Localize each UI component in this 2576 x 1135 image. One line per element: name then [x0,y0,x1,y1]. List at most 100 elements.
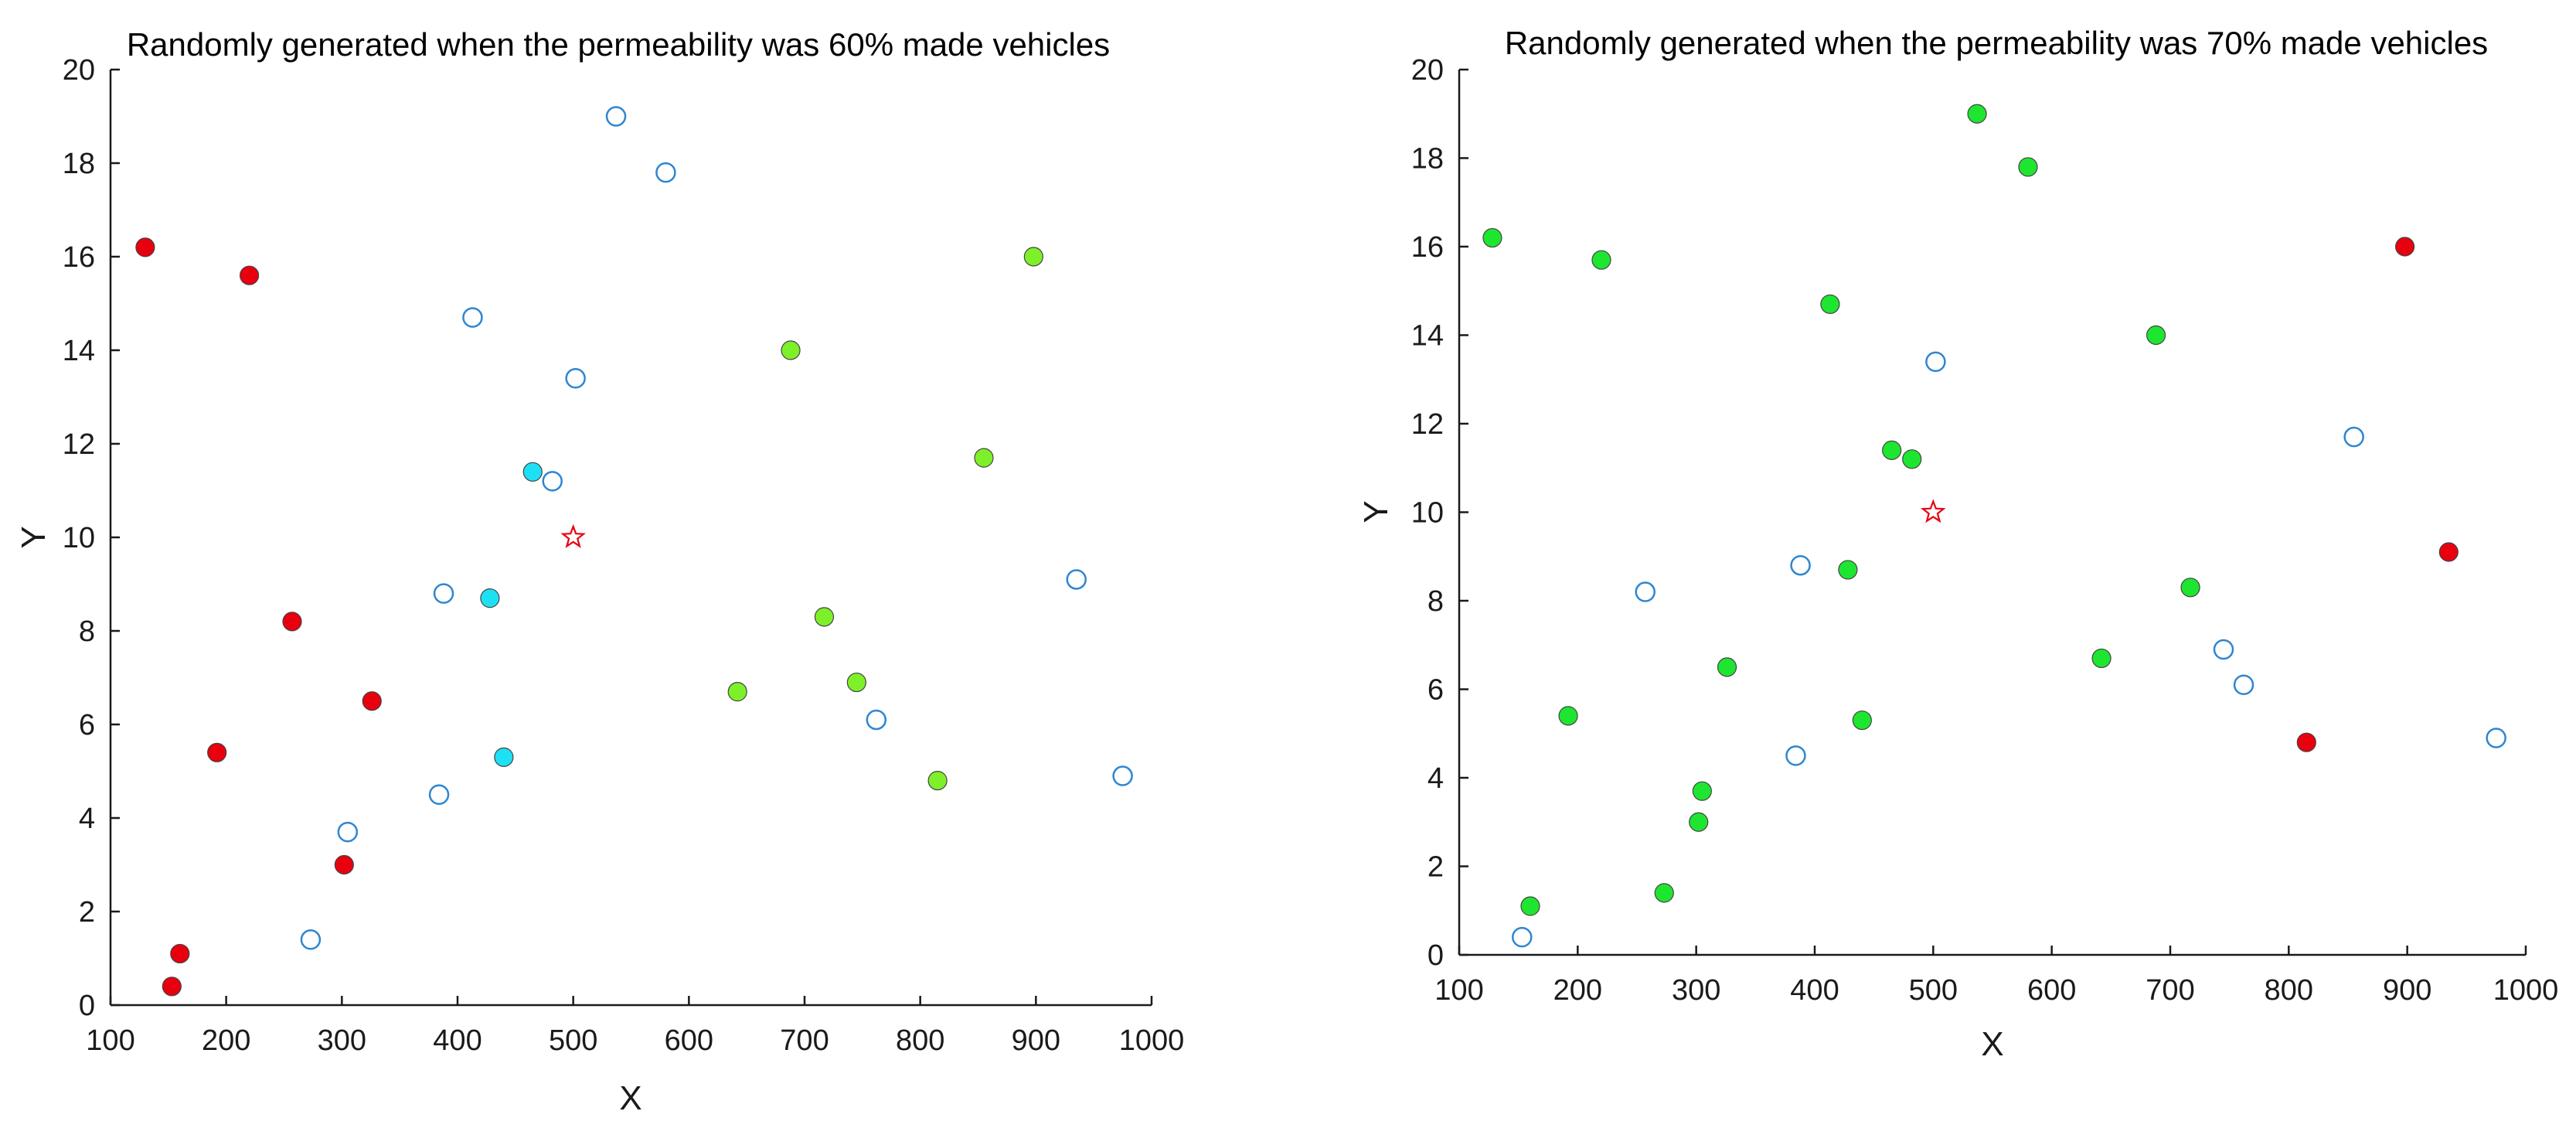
x-tick-label: 800 [2265,974,2313,1007]
center-star-point [560,523,586,548]
x-tick-label: 100 [1434,974,1483,1007]
data-point-filled [2018,157,2038,177]
y-tick-label: 14 [63,335,95,367]
y-tick-label: 16 [63,241,95,274]
data-point-filled [2395,237,2415,257]
data-point-filled [1902,449,1922,469]
data-point-filled [1882,440,1902,460]
y-tick-label: 20 [1411,54,1444,87]
x-tick-label: 800 [896,1024,944,1057]
data-point-open [655,162,676,183]
data-point-filled [162,977,182,997]
x-tick-label: 400 [433,1024,482,1057]
data-point-open [1925,351,1946,373]
data-point-filled [362,691,382,711]
x-tick-label: 400 [1790,974,1839,1007]
data-point-filled [814,607,835,627]
data-point-open [2233,674,2254,696]
y-tick-label: 12 [63,428,95,461]
x-tick-label: 900 [2383,974,2431,1007]
y-ticks: 0 2 4 6 8 10 12 14 16 18 20 [1411,54,1468,972]
x-tick-label: 900 [1012,1024,1060,1057]
data-point-open [1512,926,1533,948]
y-tick-label: 6 [79,709,95,741]
y-tick-label: 8 [1428,585,1444,618]
data-point-open [2343,426,2364,448]
y-tick-label: 0 [1428,939,1444,972]
x-tick-label: 200 [1553,974,1602,1007]
data-point-filled [494,747,514,767]
chart-title: Randomly generated when the permeability… [1505,25,2488,61]
data-point-filled [2438,542,2459,562]
x-ticks: 100 200 300 400 500 600 700 800 900 1000 [1434,946,2558,1007]
chart-permeability-70: Randomly generated when the permeability… [1357,25,2558,1063]
x-tick-label: 200 [202,1024,250,1057]
x-tick-label: 1000 [2493,974,2559,1007]
data-point-filled [207,742,227,762]
x-ticks: 100 200 300 400 500 600 700 800 900 1000 [86,996,1184,1057]
y-tick-label: 18 [63,148,95,180]
data-point-open [300,929,322,950]
data-point-filled [974,448,994,468]
y-axis-label: Y [15,526,53,548]
data-point-filled [927,770,948,791]
y-tick-label: 10 [63,522,95,554]
chart-permeability-60: Randomly generated when the permeability… [15,26,1184,1117]
x-tick-label: 700 [780,1024,829,1057]
y-tick-label: 20 [63,54,95,87]
data-point-filled [1520,896,1540,916]
y-tick-label: 2 [1428,851,1444,884]
data-point-filled [846,672,866,693]
data-point-filled [1591,250,1611,270]
data-point-open [433,583,454,604]
x-tick-label: 100 [86,1024,134,1057]
data-point-open [1790,554,1811,576]
data-point-open [462,307,483,328]
y-tick-label: 14 [1411,320,1444,353]
data-point-filled [1692,781,1712,801]
data-points [135,106,1133,997]
data-point-filled [1717,657,1737,677]
chart-title: Randomly generated when the permeability… [127,26,1110,63]
data-point-filled [135,237,155,257]
y-tick-label: 16 [1411,231,1444,264]
x-tick-label: 300 [318,1024,366,1057]
data-point-open [428,784,450,805]
data-point-filled [1482,227,1502,248]
y-tick-label: 2 [79,896,95,929]
data-point-open [565,368,586,389]
data-point-filled [1967,104,1987,124]
y-tick-label: 12 [1411,408,1444,441]
data-point-filled [170,943,190,964]
x-tick-label: 500 [549,1024,597,1057]
center-star-point [1921,499,1946,523]
data-point-filled [1023,247,1043,267]
data-point-filled [282,612,302,632]
y-tick-label: 8 [79,615,95,648]
x-tick-label: 500 [1909,974,1958,1007]
data-point-open [337,821,359,843]
data-point-filled [522,462,543,482]
data-point-filled [2146,325,2166,346]
data-point-filled [480,588,500,608]
data-point-filled [781,340,801,360]
x-tick-label: 700 [2146,974,2194,1007]
data-points [1482,104,2506,948]
y-tick-label: 4 [1428,762,1444,795]
x-axis-label: X [619,1079,641,1117]
data-point-filled [1820,294,1840,315]
data-point-open [1635,581,1656,602]
x-axis-label: X [1981,1025,2003,1063]
data-point-open [1785,745,1806,766]
x-tick-label: 300 [1672,974,1720,1007]
data-point-filled [240,265,260,285]
data-point-open [1066,569,1087,590]
x-tick-label: 600 [2027,974,2076,1007]
data-point-filled [727,682,747,702]
y-axis-label: Y [1357,500,1395,523]
data-point-open [2486,728,2506,748]
data-point-open [605,106,627,127]
data-point-filled [2091,648,2112,669]
y-ticks: 0 2 4 6 8 10 12 14 16 18 20 [63,54,120,1022]
